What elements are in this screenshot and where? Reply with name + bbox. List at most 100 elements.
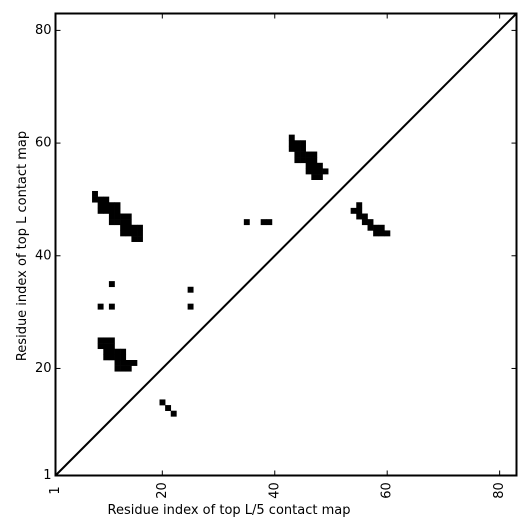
- contact-cell: [108, 213, 115, 220]
- contact-cell: [294, 140, 301, 147]
- contact-cell: [187, 303, 194, 310]
- contact-cell: [103, 196, 110, 203]
- contact-cell: [92, 196, 98, 203]
- contact-cell: [108, 281, 115, 288]
- contact-cell: [378, 224, 385, 231]
- y-tick-label: 1: [43, 468, 51, 483]
- contact-cell: [97, 343, 104, 350]
- contact-cell: [114, 219, 121, 226]
- y-tick-label: 60: [35, 136, 52, 151]
- contact-cell: [108, 303, 115, 310]
- contact-cell: [114, 365, 121, 372]
- contact-cell: [311, 151, 318, 158]
- y-tick-label: 80: [35, 23, 52, 38]
- y-tick-label: 40: [35, 248, 52, 263]
- x-axis-label: Residue index of top L/5 contact map: [108, 503, 351, 518]
- contact-cell: [125, 224, 132, 231]
- contact-cell: [114, 348, 121, 355]
- contact-cell: [97, 202, 104, 209]
- contact-cell: [125, 365, 132, 372]
- contact-cell: [120, 213, 127, 220]
- contact-cell: [120, 219, 127, 226]
- contact-cell: [384, 230, 391, 237]
- contact-cell: [120, 365, 127, 372]
- contact-cell: [103, 207, 110, 214]
- contact-cell: [120, 230, 127, 237]
- contact-cell: [103, 354, 110, 361]
- contact-cell: [316, 174, 323, 180]
- contact-cell: [103, 343, 110, 350]
- contact-cell: [137, 236, 143, 242]
- contact-cell: [103, 202, 110, 209]
- contact-cell: [125, 219, 132, 226]
- contact-cell: [361, 213, 368, 220]
- contact-cell: [300, 151, 306, 158]
- contact-cell: [311, 162, 318, 169]
- contact-cell: [108, 354, 115, 361]
- x-tick-label: 60: [380, 482, 395, 499]
- contact-cell: [120, 224, 127, 231]
- contact-cell: [131, 236, 138, 242]
- contact-cell: [305, 162, 312, 169]
- contact-cell: [103, 337, 110, 344]
- contact-cell: [114, 202, 121, 209]
- contact-cell: [125, 360, 132, 366]
- contact-cell: [288, 140, 295, 147]
- contact-cell: [294, 151, 301, 158]
- contact-cell: [356, 202, 363, 209]
- contact-cell: [300, 140, 306, 147]
- y-tick-label: 20: [35, 361, 52, 376]
- contact-cell: [288, 134, 295, 141]
- contact-cell: [367, 219, 374, 226]
- contact-cell: [120, 348, 127, 355]
- contact-cell: [125, 213, 132, 220]
- contact-cell: [170, 410, 177, 417]
- contact-cell: [311, 168, 318, 175]
- contact-cell: [243, 219, 250, 226]
- contact-cell: [260, 219, 267, 226]
- contact-cell: [108, 219, 115, 226]
- contact-cell: [350, 207, 357, 214]
- contact-cell: [378, 230, 385, 237]
- contact-cell: [131, 230, 138, 237]
- contact-cell: [294, 157, 301, 164]
- contact-cell: [108, 202, 115, 209]
- x-tick-label: 80: [492, 482, 507, 499]
- contact-cell: [294, 145, 301, 152]
- contact-cell: [108, 207, 115, 214]
- contact-cell: [131, 360, 138, 366]
- contact-cell: [373, 224, 380, 231]
- contact-cell: [165, 405, 172, 411]
- contact-cell: [367, 224, 374, 231]
- contact-cell: [322, 168, 329, 175]
- x-tick-label: 20: [155, 482, 170, 499]
- contact-cell: [97, 196, 104, 203]
- contact-cell: [316, 162, 323, 169]
- contact-cell: [108, 337, 115, 344]
- plot-frame: [54, 12, 518, 477]
- contact-cell: [97, 303, 104, 310]
- y-axis-label: Residue index of top L contact map: [15, 131, 30, 361]
- x-tick-label: 40: [267, 482, 282, 499]
- contact-cell: [305, 151, 312, 158]
- contact-cell: [373, 230, 380, 237]
- contact-cell: [114, 213, 121, 220]
- contact-cell: [187, 286, 194, 293]
- contact-cell: [311, 157, 318, 164]
- contact-cell: [356, 207, 363, 214]
- contact-cell: [114, 207, 121, 214]
- contact-cell: [159, 399, 166, 406]
- axis-ticks: 1 20 40 60 80 1 20 40 60 80: [35, 13, 517, 499]
- x-tick-label: 1: [48, 486, 63, 494]
- contact-cell: [125, 230, 132, 237]
- contact-cell: [356, 213, 363, 220]
- contact-cell: [305, 168, 312, 175]
- contact-cells: [92, 134, 391, 417]
- contact-cell: [300, 145, 306, 152]
- contact-cell: [114, 360, 121, 366]
- contact-cell: [103, 348, 110, 355]
- contact-cell: [361, 219, 368, 226]
- contact-cell: [108, 343, 115, 350]
- contact-cell: [316, 168, 323, 175]
